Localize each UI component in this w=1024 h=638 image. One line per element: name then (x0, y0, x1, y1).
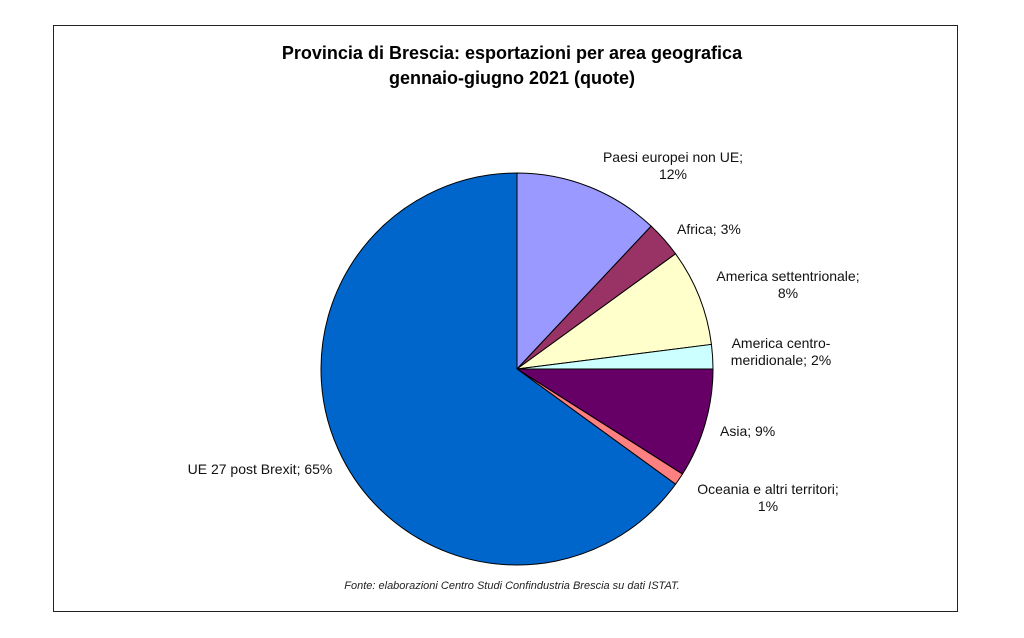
pie-slice-label: Oceania e altri territori; 1% (697, 481, 839, 514)
pie-slice (516, 172, 652, 371)
chart-title-line-2: gennaio-giugno 2021 (quote) (389, 68, 635, 88)
chart-source-note: Fonte: elaborazioni Centro Studi Confind… (344, 580, 680, 592)
pie-slice-label: Paesi europei non UE; 12% (603, 149, 743, 182)
pie-slice (516, 253, 713, 370)
pie-slice (320, 172, 677, 566)
pie-slice-label: America centro-meridionale; 2% (731, 335, 831, 368)
chart-title-line-1: Provincia di Brescia: esportazioni per a… (281, 43, 743, 63)
pie-slice-label: Africa; 3% (677, 221, 741, 237)
pie-slice-label: UE 27 post Brexit; 65% (188, 461, 333, 477)
pie-slice (515, 368, 714, 475)
pie-slice-label: Asia; 9% (720, 423, 775, 439)
pie-slice-label: America settentrionale; 8% (716, 268, 859, 301)
